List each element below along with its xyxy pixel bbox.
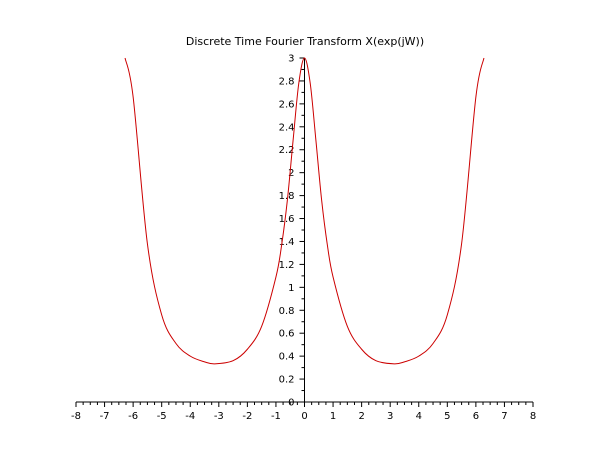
chart-title: Discrete Time Fourier Transform X(exp(jW… (186, 35, 424, 48)
y-tick-label: 0.4 (279, 352, 295, 363)
x-tick-label: -3 (214, 411, 224, 422)
y-tick-label: 2.6 (279, 99, 295, 110)
x-tick-label: 5 (444, 411, 450, 422)
y-tick-label: 2 (288, 168, 294, 179)
x-tick-label: 0 (301, 411, 307, 422)
y-tick-label: 0.8 (279, 306, 295, 317)
y-tick-label: 1.4 (279, 237, 295, 248)
y-tick-label: 1.2 (279, 260, 295, 271)
x-tick-label: -5 (157, 411, 167, 422)
series-layer (124, 57, 485, 365)
x-tick-label: 7 (501, 411, 507, 422)
x-tick-label: -8 (71, 411, 81, 422)
series-line-0 (124, 57, 485, 365)
x-tick-label: 6 (473, 411, 479, 422)
y-tick-label: 2.8 (279, 76, 295, 87)
y-tick-label: 2.4 (279, 122, 295, 133)
x-tick-label: 8 (530, 411, 536, 422)
x-tick-label: -2 (242, 411, 252, 422)
y-tick-label: 2.2 (279, 145, 295, 156)
y-tick-label: 1 (288, 283, 294, 294)
x-tick-label: 3 (387, 411, 393, 422)
y-tick-label: 0.6 (279, 329, 295, 340)
x-tick-label: -1 (271, 411, 281, 422)
x-tick-label: -7 (100, 411, 110, 422)
x-tick-label: 4 (416, 411, 422, 422)
y-tick-label: 0 (288, 398, 294, 409)
x-tick-label: -6 (128, 411, 138, 422)
y-tick-label: 1.8 (279, 191, 295, 202)
x-tick-label: 1 (330, 411, 336, 422)
y-tick-label: 0.2 (279, 375, 295, 386)
axes: -8 -7 -6 -5 -4 -3 -2 -1 0 1 2 3 4 5 6 7 8 0 0.2 0.4 0.6 0.8 1 1… (71, 54, 536, 423)
x-tick-label: -4 (185, 411, 195, 422)
y-tick-label: 1.6 (279, 214, 295, 225)
y-tick-label: 3 (288, 54, 294, 65)
x-tick-label: 2 (358, 411, 364, 422)
